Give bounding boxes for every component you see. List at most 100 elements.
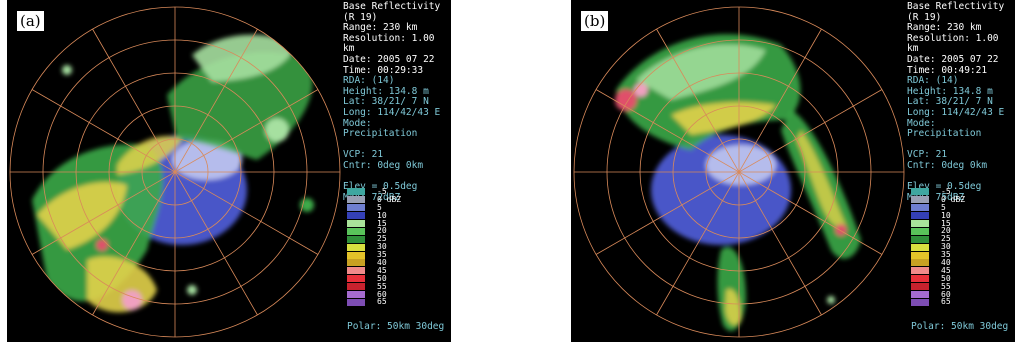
legend-row: 30 xyxy=(347,243,401,251)
legend-label: 15 xyxy=(941,218,951,228)
legend-swatch xyxy=(911,220,929,227)
legend-label: 60 xyxy=(377,289,387,299)
info-line: Date: 2005 07 22 xyxy=(907,53,999,65)
site-line: RDA: (14) xyxy=(343,75,395,87)
radar-panel-a: (a) Base Reflectivity (R 19) Range: 230 … xyxy=(7,0,451,342)
radar-panel-b: (b) Base Reflectivity (R 19) Range: 230 … xyxy=(571,0,1015,342)
legend-row: 0 dBZ xyxy=(911,195,965,204)
legend-row: 10 xyxy=(347,211,401,220)
legend-swatch xyxy=(911,251,929,259)
legend-swatch xyxy=(347,235,365,243)
site-line: Long: 114/42/43 E xyxy=(343,106,441,118)
legend-swatch xyxy=(911,275,929,283)
radar-info-a: Base Reflectivity (R 19) Range: 230 km R… xyxy=(343,1,451,203)
legend-row: 25 xyxy=(347,235,401,243)
legend-swatch xyxy=(911,267,929,275)
legend-row: -5 xyxy=(911,187,965,196)
legend-row: -5 xyxy=(347,187,401,196)
legend-swatch xyxy=(347,243,365,251)
legend-row: 55 xyxy=(347,281,401,291)
echo-field-b xyxy=(615,34,861,332)
info-line: Base Reflectivity xyxy=(343,1,441,12)
vcp-line: Cntr: 0deg 0km xyxy=(343,159,424,171)
site-line: Long: 114/42/43 E xyxy=(907,106,1005,118)
info-line: Time: 00:49:21 xyxy=(907,64,988,76)
panel-tag: (b) xyxy=(580,10,610,32)
site-line: Lat: 38/21/ 7 N xyxy=(343,96,429,108)
legend-swatch xyxy=(347,275,365,283)
range-rings-a xyxy=(9,6,341,338)
legend-swatch xyxy=(347,259,365,267)
legend-swatch xyxy=(347,204,365,212)
legend-row: 5 xyxy=(911,202,965,212)
legend-row: 5 xyxy=(347,203,401,212)
legend-row: 45 xyxy=(347,265,401,275)
legend-swatch xyxy=(911,291,929,299)
legend-row: 35 xyxy=(347,251,401,259)
dbz-legend-b: -5 0 dBZ 5 10 15 20 25 30 35 40 45 50 55 60 65 xyxy=(911,187,965,306)
info-line: Time: 00:29:33 xyxy=(343,64,424,76)
legend-swatch xyxy=(347,283,365,291)
legend-swatch xyxy=(911,196,929,204)
dbz-legend-a: -5 0 dBZ 5 10 15 20 25 30 35 40 45 50 55 60 65 xyxy=(347,187,402,306)
legend-label: 10 xyxy=(941,210,951,220)
range-rings-b xyxy=(573,6,905,338)
legend-row: 20 xyxy=(911,227,965,235)
info-line: Range: 230 km xyxy=(343,22,418,34)
legend-row: 15 xyxy=(911,218,965,228)
legend-label: 35 xyxy=(941,250,951,260)
vcp-line: Cntr: 0deg 0km xyxy=(907,159,988,171)
legend-label: 20 xyxy=(377,226,387,236)
legend-swatch xyxy=(347,291,365,299)
legend-label: 5 xyxy=(941,202,946,212)
elev-line: Max: 72dBZ xyxy=(343,191,401,203)
vcp-line: VCP: 21 xyxy=(343,149,384,161)
legend-row: 65 xyxy=(347,298,401,306)
elev-line: Max: 75dBZ xyxy=(907,191,965,203)
legend-label: 30 xyxy=(377,242,387,252)
legend-row: 15 xyxy=(347,218,401,228)
legend-row: 50 xyxy=(347,273,401,283)
legend-swatch xyxy=(911,283,929,291)
info-line: Range: 230 km xyxy=(907,22,982,34)
legend-label: 25 xyxy=(941,234,951,244)
site-line: Height: 134.8 m xyxy=(343,85,429,97)
legend-label: 45 xyxy=(377,265,387,275)
info-line: Base Reflectivity xyxy=(907,1,1005,12)
legend-row: 25 xyxy=(911,235,965,243)
legend-row: 60 xyxy=(347,289,401,299)
radar-image-a xyxy=(9,6,341,338)
legend-row: 65 xyxy=(911,298,965,306)
legend-label: 55 xyxy=(941,281,951,291)
info-line: (R 19) xyxy=(907,11,942,23)
legend-swatch xyxy=(347,227,365,235)
info-line: Resolution: 1.00 km xyxy=(343,32,435,55)
legend-label: 55 xyxy=(377,281,387,291)
info-line: (R 19) xyxy=(343,11,378,23)
site-line: Mode: Precipitation xyxy=(907,117,982,140)
legend-row: 10 xyxy=(911,210,965,220)
polar-label: Polar: 50km 30deg xyxy=(347,321,445,332)
legend-row: 40 xyxy=(911,257,965,267)
legend-label: 15 xyxy=(377,218,387,228)
site-line: Mode: Precipitation xyxy=(343,117,418,140)
elev-line: Elev = 0.5deg xyxy=(343,181,418,193)
legend-row: 30 xyxy=(911,243,965,251)
site-line: Lat: 38/21/ 7 N xyxy=(907,96,993,108)
legend-label: 50 xyxy=(377,273,387,283)
legend-row: 20 xyxy=(347,227,401,235)
legend-swatch xyxy=(911,204,929,212)
legend-label: 40 xyxy=(941,257,951,267)
legend-row: 35 xyxy=(911,251,965,259)
legend-swatch xyxy=(911,259,929,267)
legend-label: 0 dBZ xyxy=(377,194,402,204)
legend-label: 50 xyxy=(941,273,951,283)
legend-swatch xyxy=(347,267,365,275)
legend-row: 0 dBZ xyxy=(347,194,402,204)
legend-row: 55 xyxy=(911,281,965,291)
info-line: Resolution: 1.00 km xyxy=(907,32,999,55)
legend-swatch xyxy=(911,188,929,196)
radar-image-b xyxy=(573,6,905,338)
polar-label: Polar: 50km 30deg xyxy=(911,321,1009,332)
legend-swatch xyxy=(347,220,365,227)
